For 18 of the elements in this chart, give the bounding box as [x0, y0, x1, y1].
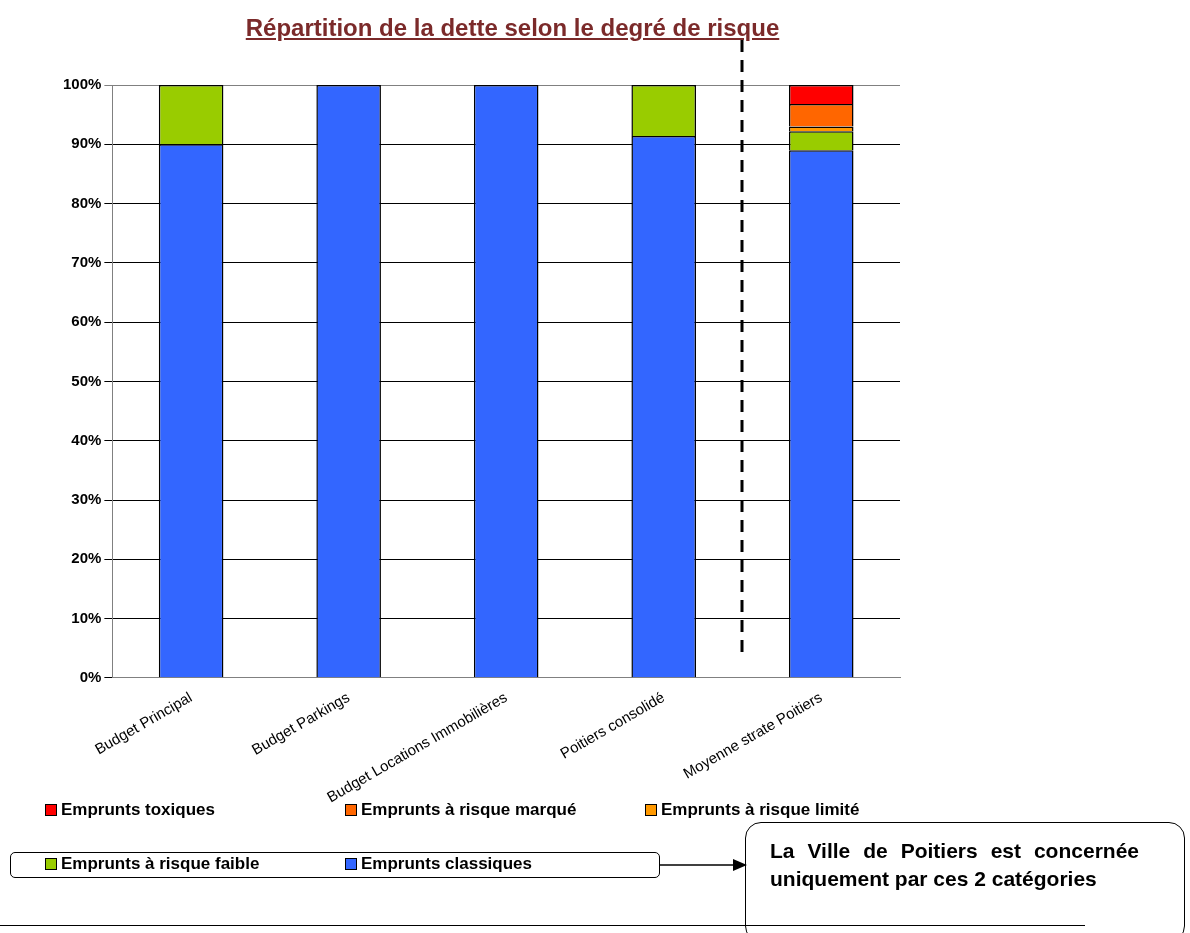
chart-title: Répartition de la dette selon le degré de risque [244, 14, 781, 42]
y-tick-label: 30% [71, 490, 102, 508]
y-tick-label: 90% [71, 134, 102, 152]
y-tick-label: 20% [71, 549, 102, 567]
y-tick-label: 80% [71, 193, 102, 211]
text: La Ville de Poitiers est concernée uniquement par ces 2 catégories [770, 839, 1139, 890]
y-tick-label: 40% [71, 430, 102, 448]
y-tick-label: 60% [71, 312, 102, 330]
y-tick-label: 70% [71, 253, 102, 270]
y-tick-label: 50% [71, 371, 102, 389]
legend-label: Emprunts à risque marqué [361, 800, 577, 820]
y-tick-label: 10% [71, 608, 102, 626]
legend-label: Emprunts à risque faible [61, 854, 260, 874]
y-tick-label: 100% [62, 75, 102, 93]
legend-label: Emprunts toxiques [61, 800, 215, 820]
legend-label: Emprunts à risque limité [661, 800, 860, 820]
legend-label: Emprunts classiques [361, 854, 533, 874]
y-tick-label: 0% [79, 668, 102, 685]
